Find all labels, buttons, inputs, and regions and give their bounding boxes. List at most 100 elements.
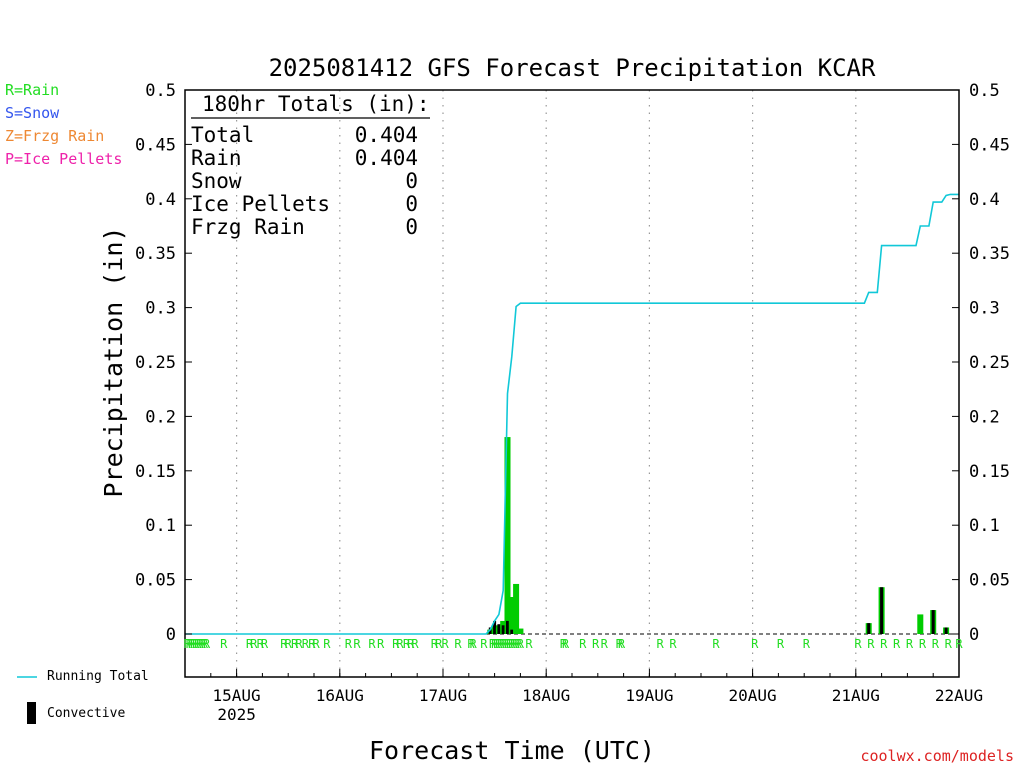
convective-bar	[944, 627, 948, 634]
rain-marker: R	[184, 637, 192, 651]
totals-value: 0.404	[355, 146, 418, 170]
x-axis-title: Forecast Time (UTC)	[369, 736, 655, 765]
rain-marker: R	[506, 637, 514, 651]
rain-marker: R	[203, 637, 211, 651]
convective-bar	[497, 624, 501, 634]
rain-marker: R	[396, 637, 404, 651]
y-tick-label-left: 0.45	[135, 135, 176, 155]
totals-heading: 180hr Totals (in):	[202, 92, 430, 116]
plot-frame	[184, 89, 960, 678]
rain-marker: R	[246, 637, 254, 651]
rain-marker: R	[893, 637, 901, 651]
totals-label: Ice Pellets	[191, 192, 330, 216]
y-tick-label-left: 0.25	[135, 353, 176, 373]
rain-marker: R	[495, 637, 503, 651]
y-tick-label-left: 0.15	[135, 462, 176, 482]
rain-marker: R	[188, 637, 196, 651]
convective-legend-swatch	[27, 702, 36, 724]
rain-marker: R	[280, 637, 288, 651]
x-tick-label: 17AUG	[419, 686, 467, 705]
convective-bar	[867, 623, 871, 634]
rain-marker: R	[906, 637, 914, 651]
totals-value: 0	[405, 192, 418, 216]
precipitation-bars	[487, 437, 950, 634]
rain-marker: R	[560, 637, 568, 651]
convective-bar	[493, 620, 497, 634]
y-tick-label-right: 0.1	[969, 516, 1000, 536]
rain-marker: R	[854, 637, 862, 651]
rain-marker: R	[368, 637, 376, 651]
totals-label: Snow	[191, 169, 242, 193]
rain-marker: R	[377, 637, 385, 651]
y-tick-label-right: 0.4	[969, 190, 1000, 210]
x-tick-label: 15AUG	[213, 686, 261, 705]
rain-marker: R	[880, 637, 888, 651]
rain-marker: R	[616, 637, 624, 651]
legend-frzg-rain: Z=Frzg Rain	[5, 127, 105, 145]
y-tick-label-right: 0.05	[969, 571, 1010, 591]
rain-marker: R	[403, 637, 411, 651]
convective-bar	[880, 587, 884, 634]
rain-marker: R	[525, 637, 533, 651]
rain-marker: R	[285, 637, 293, 651]
rain-marker: R	[945, 637, 953, 651]
rain-marker: R	[803, 637, 811, 651]
rain-marker: R	[411, 637, 419, 651]
chart-title: 2025081412 GFS Forecast Precipitation KC…	[269, 54, 876, 82]
rain-marker: R	[932, 637, 940, 651]
rain-marker: R	[220, 637, 228, 651]
rain-marker: R	[261, 637, 269, 651]
rain-marker: R	[295, 637, 303, 651]
rain-marker: R	[323, 637, 331, 651]
precip-bar	[508, 597, 515, 634]
rain-marker: R	[500, 637, 508, 651]
totals-box: 180hr Totals (in): Total 0.404 Rain 0.404 Sn…	[191, 92, 430, 239]
legend-running-total: Running Total	[47, 669, 149, 684]
y-axis-title: Precipitation (in)	[99, 227, 128, 498]
rain-marker: R	[190, 637, 198, 651]
rain-marker: R	[257, 637, 265, 651]
rain-marker: R	[919, 637, 927, 651]
grid-lines	[185, 90, 959, 677]
y-tick-label-left: 0.35	[135, 244, 176, 264]
rain-marker: R	[442, 637, 450, 651]
rain-marker: R	[345, 637, 353, 651]
x-tick-label: 22AUG	[935, 686, 983, 705]
legend-snow: S=Snow	[5, 104, 60, 122]
y-axis-ticks: 0 00.05 0.050.1 0.10.15 0.150.2 0.20.25 0.250.…	[135, 81, 1010, 645]
precip-bar	[513, 583, 520, 634]
totals-label: Rain	[191, 146, 242, 170]
y-tick-label-left: 0.4	[145, 190, 176, 210]
rain-marker: R	[467, 637, 475, 651]
totals-value: 0	[405, 215, 418, 239]
rain-marker: R	[504, 637, 512, 651]
x-tick-label: 19AUG	[625, 686, 673, 705]
totals-value: 0.404	[355, 123, 418, 147]
rain-marker: R	[308, 637, 316, 651]
precip-bar	[917, 614, 924, 634]
precip-bar	[504, 437, 511, 634]
rain-marker: R	[469, 637, 477, 651]
watermark: coolwx.com/models	[860, 747, 1014, 765]
rain-marker: R	[867, 637, 875, 651]
rain-marker: R	[454, 637, 462, 651]
rain-marker: R	[618, 637, 626, 651]
rain-marker: R	[777, 637, 785, 651]
rain-marker: R	[489, 637, 497, 651]
x-tick-sublabel: 2025	[217, 705, 256, 724]
y-tick-label-right: 0	[969, 625, 979, 645]
legend-convective: Convective	[47, 706, 126, 721]
y-tick-label-left: 0	[166, 625, 176, 645]
rain-marker: R	[291, 637, 299, 651]
y-tick-label-left: 0.3	[145, 299, 176, 319]
rain-marker: R	[955, 637, 963, 651]
rain-marker: R	[186, 637, 194, 651]
rain-marker: R	[515, 637, 523, 651]
rain-marker: R	[480, 637, 488, 651]
rain-marker: R	[313, 637, 321, 651]
running-total-path	[185, 193, 959, 635]
convective-bar	[501, 625, 505, 634]
rain-marker: R	[196, 637, 204, 651]
